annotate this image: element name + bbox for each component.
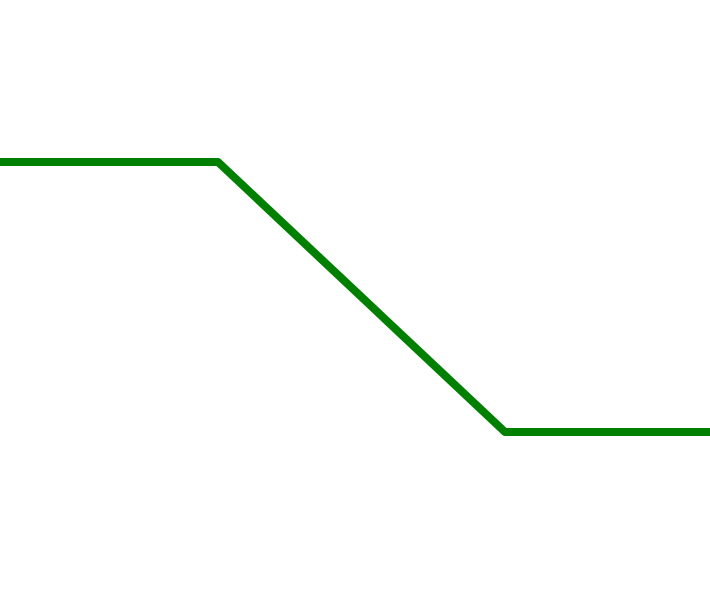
step-down-line [0, 158, 710, 436]
